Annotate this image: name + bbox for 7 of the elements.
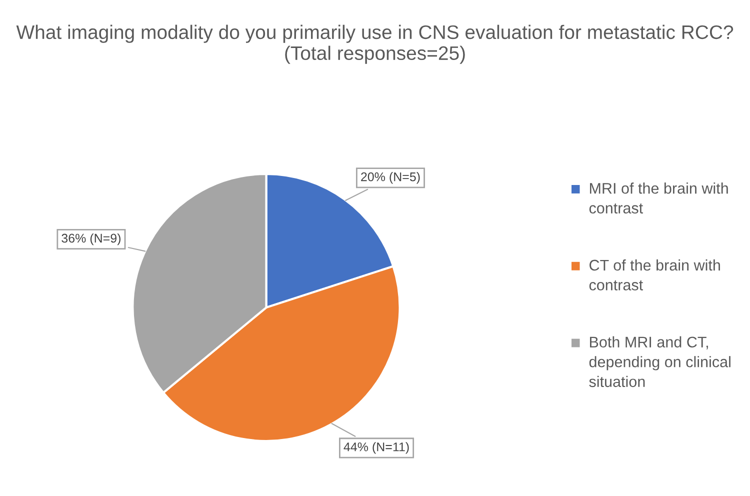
- data-label: 36% (N=9): [62, 233, 120, 246]
- data-label: 44% (N=11): [344, 442, 409, 454]
- data-label: 20% (N=5): [361, 172, 420, 184]
- legend-label: CT of the brain with contrast: [589, 259, 720, 290]
- chart-title: What imaging modality do you primarily use in CNS evaluation for metastatic RCC? (Total responses=25): [16, 24, 734, 64]
- legend-label: MRI of the brain with contrast: [589, 182, 728, 214]
- legend-label: Both MRI and CT, depending on clinical situation: [589, 336, 730, 388]
